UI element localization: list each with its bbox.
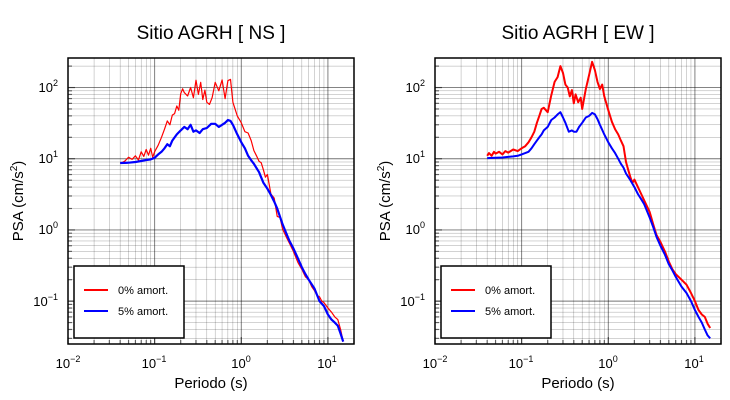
plot-frame [67,57,355,345]
x-axis: 10−2 10−1 100 101 Periodo (s) [56,354,337,392]
series-line-0pct-amort [119,78,344,342]
y-axis-label: PSA (cm/s2) [376,161,394,242]
x-tick-label: 10−2 [423,354,448,371]
plot-frame [434,57,722,345]
x-axis: 10−2 10−1 100 101 Periodo (s) [423,354,704,392]
x-tick-label: 10−1 [142,354,167,371]
series-line-5pct-amort [120,118,345,342]
chart-title: Sitio AGRH [ NS ] [137,23,286,44]
x-axis-label: Periodo (s) [174,375,247,392]
legend-label-5pct: 5% amort. [118,306,168,318]
legend-box [440,265,552,339]
x-tick-label: 101 [684,354,703,371]
y-tick-label: 102 [39,78,58,95]
chart-ns: Sitio AGRH [ NS ] 10−2 10−1 100 101 Peri… [9,23,355,392]
x-tick-label: 10−1 [509,354,534,371]
x-tick-label: 100 [598,354,617,371]
legend-label-0pct: 0% amort. [485,285,535,297]
legend-box [73,265,185,339]
y-tick-label: 100 [39,220,58,237]
series-line-0pct-amort [486,60,712,329]
legend-label-0pct: 0% amort. [118,285,168,297]
y-axis: 10−1 100 101 102 PSA (cm/s2) [9,78,58,309]
chart-ew: Sitio AGRH [ EW ] 10−2 10−1 100 101 Peri… [376,23,722,392]
x-tick-label: 100 [231,354,250,371]
series-lines [119,78,345,342]
y-tick-label: 102 [406,78,425,95]
x-tick-label: 101 [317,354,336,371]
y-tick-label: 101 [406,149,425,166]
x-tick-label: 10−2 [56,354,81,371]
y-tick-label: 10−1 [33,292,58,309]
series-lines [486,60,712,340]
chart-title: Sitio AGRH [ EW ] [501,23,654,44]
y-axis-label: PSA (cm/s2) [9,161,27,242]
legend: 0% amort. 5% amort. [440,265,552,339]
y-tick-label: 101 [39,149,58,166]
legend-label-5pct: 5% amort. [485,306,535,318]
series-line-5pct-amort [487,111,711,340]
legend: 0% amort. 5% amort. [73,265,185,339]
x-axis-label: Periodo (s) [541,375,614,392]
y-tick-label: 100 [406,220,425,237]
y-axis: 10−1 100 101 102 PSA (cm/s2) [376,78,425,309]
y-tick-label: 10−1 [400,292,425,309]
